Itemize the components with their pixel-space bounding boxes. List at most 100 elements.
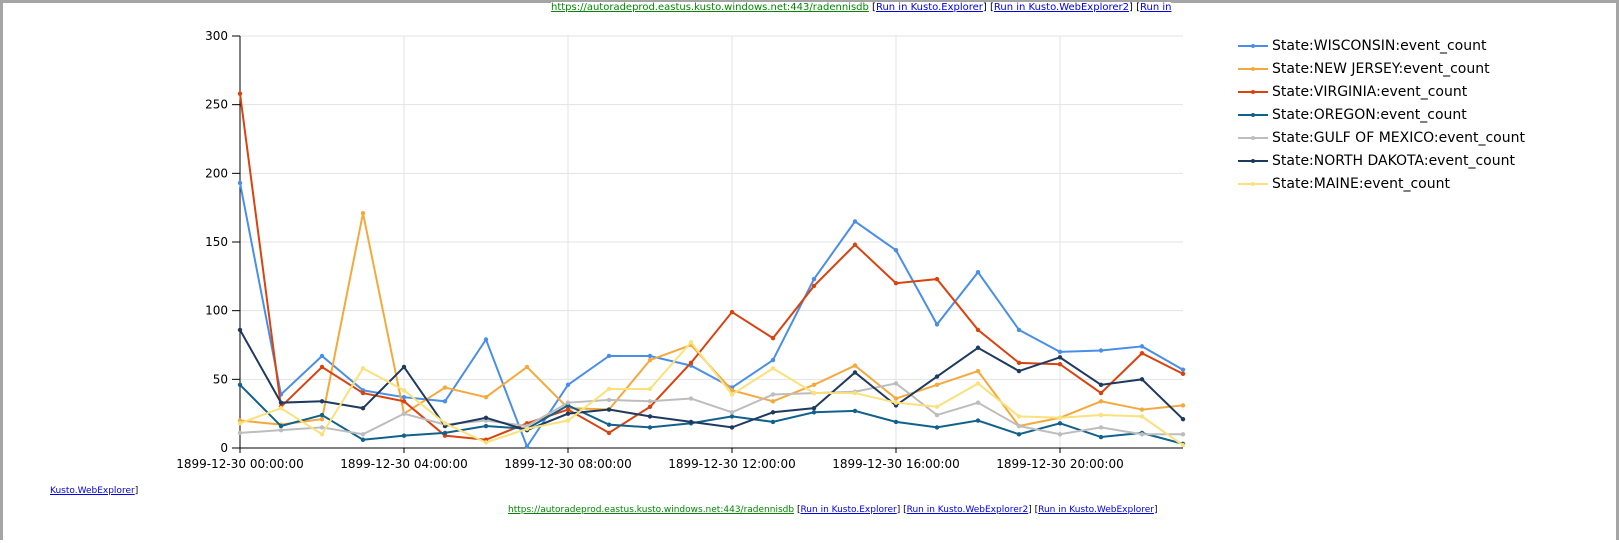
webexplorer-link-fragment[interactable]: Kusto.WebExplorer <box>50 486 135 496</box>
data-point <box>360 210 366 216</box>
data-point <box>893 400 899 405</box>
run-kusto-explorer-link[interactable]: Run in Kusto.Explorer <box>800 505 897 515</box>
data-point <box>606 407 612 412</box>
legend-item[interactable]: State:NORTH DAKOTA:event_count <box>1238 149 1525 172</box>
bottom-links: https://autoradeprod.eastus.kusto.window… <box>508 505 1158 515</box>
data-point <box>1057 421 1063 426</box>
data-point <box>237 180 243 186</box>
data-point <box>934 374 940 379</box>
legend-label: State:WISCONSIN:event_count <box>1272 37 1487 54</box>
data-point <box>319 353 325 359</box>
bracket: [ <box>1136 2 1140 13</box>
bracket: ] <box>896 505 901 515</box>
data-point <box>811 382 817 388</box>
data-point <box>606 422 612 427</box>
legend-item[interactable]: State:MAINE:event_count <box>1238 172 1525 195</box>
data-point <box>1098 425 1104 430</box>
data-point <box>442 421 448 426</box>
data-point <box>811 410 817 415</box>
data-point <box>1139 351 1145 356</box>
data-point <box>647 414 653 419</box>
series-line-4 <box>239 382 1183 436</box>
data-point <box>647 357 653 363</box>
data-point <box>565 407 571 412</box>
cluster-url-link[interactable]: https://autoradeprod.eastus.kusto.window… <box>551 2 869 13</box>
data-point <box>1098 399 1104 404</box>
data-point <box>1057 415 1063 420</box>
data-point <box>565 411 571 416</box>
bracket: ] <box>134 486 139 496</box>
data-point <box>360 390 366 396</box>
data-point <box>852 242 858 247</box>
run-webexplorer2-link[interactable]: Run in Kusto.WebExplorer2 <box>993 2 1129 13</box>
data-point <box>483 415 489 420</box>
data-point <box>442 385 448 390</box>
data-point <box>237 421 243 426</box>
x-tick-label: 1899-12-30 08:00:00 <box>504 457 631 471</box>
legend-swatch <box>1238 179 1268 189</box>
data-point <box>237 327 243 333</box>
run-kusto-explorer-link[interactable]: Run in Kusto.Explorer <box>875 2 983 13</box>
y-tick-label: 50 <box>213 372 228 386</box>
legend-swatch <box>1238 64 1268 74</box>
data-point <box>1180 443 1186 448</box>
data-point <box>688 360 694 366</box>
data-point <box>1180 371 1186 377</box>
legend-item[interactable]: State:OREGON:event_count <box>1238 103 1525 126</box>
legend-swatch <box>1238 156 1268 166</box>
data-point <box>975 418 981 423</box>
legend-label: State:VIRGINIA:event_count <box>1272 83 1468 100</box>
data-point <box>893 281 899 286</box>
data-point <box>729 414 735 419</box>
run-webexplorer2-link[interactable]: Run in Kusto.WebExplorer2 <box>906 505 1029 515</box>
data-point <box>360 405 366 411</box>
y-tick-label: 100 <box>205 304 228 318</box>
data-point <box>401 364 407 370</box>
data-point <box>1139 344 1145 349</box>
data-point <box>934 412 940 418</box>
data-point <box>1016 423 1022 429</box>
data-point <box>565 418 571 423</box>
data-point <box>278 400 284 405</box>
data-point <box>278 427 284 433</box>
data-point <box>1180 432 1186 437</box>
legend-label: State:NORTH DAKOTA:event_count <box>1272 152 1515 169</box>
data-point <box>975 270 981 275</box>
data-point <box>401 411 407 416</box>
run-webexplorer-link[interactable]: Run in Kusto.WebExplorer <box>1038 505 1154 515</box>
data-point <box>237 382 243 388</box>
data-point <box>319 399 325 404</box>
data-point <box>483 394 489 400</box>
legend-swatch <box>1238 87 1268 97</box>
series-line-2 <box>239 93 1184 441</box>
data-point <box>770 419 776 425</box>
data-point <box>1098 348 1104 353</box>
data-point <box>811 390 817 396</box>
data-point <box>360 432 366 437</box>
legend-item[interactable]: State:GULF OF MEXICO:event_count <box>1238 126 1525 149</box>
data-point <box>1180 416 1186 422</box>
series-line-5 <box>239 329 1184 432</box>
data-point <box>442 430 448 436</box>
data-point <box>975 400 981 405</box>
legend-item[interactable]: State:WISCONSIN:event_count <box>1238 34 1525 57</box>
y-tick-label: 150 <box>205 235 228 249</box>
bracket: ] <box>982 2 987 13</box>
data-point <box>729 388 735 393</box>
bracket: ] <box>1153 505 1158 515</box>
data-point <box>647 425 653 430</box>
data-point <box>401 399 407 404</box>
data-point <box>647 404 653 409</box>
legend-item[interactable]: State:NEW JERSEY:event_count <box>1238 57 1525 80</box>
bracket: [ <box>796 505 801 515</box>
legend-item[interactable]: State:VIRGINIA:event_count <box>1238 80 1525 103</box>
cluster-url-link[interactable]: https://autoradeprod.eastus.kusto.window… <box>508 505 795 515</box>
data-point <box>483 423 489 429</box>
data-point <box>975 368 981 374</box>
legend-swatch <box>1238 133 1268 143</box>
data-point <box>278 405 284 411</box>
data-point <box>770 357 776 363</box>
run-webexplorer-link-truncated[interactable]: Run in <box>1140 2 1172 13</box>
data-point <box>893 381 899 386</box>
